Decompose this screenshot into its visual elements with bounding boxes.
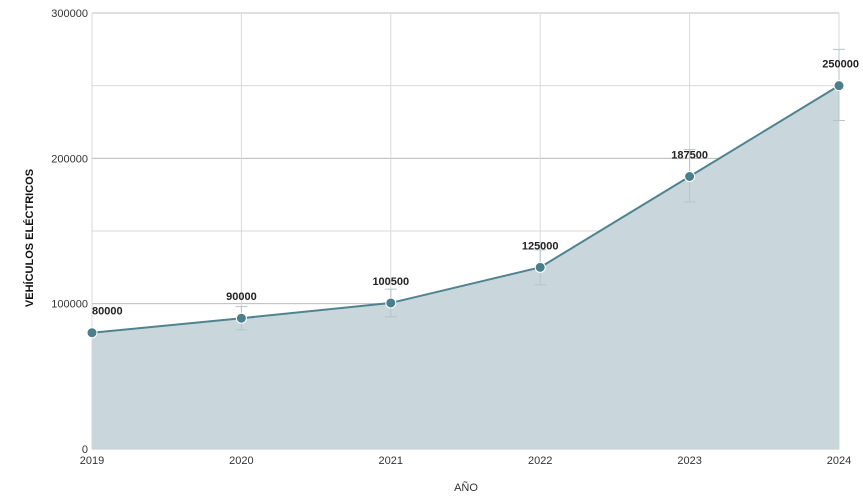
y-tick-label: 200000 (51, 153, 88, 165)
y-tick-label: 0 (82, 444, 88, 456)
data-point (86, 327, 98, 339)
data-point (235, 312, 247, 324)
data-label: 90000 (226, 291, 257, 303)
x-tick-label: 2019 (80, 455, 104, 467)
y-axis-ticks: 0 100000 200000 300000 (51, 8, 88, 456)
area-fill (92, 85, 839, 450)
x-axis-title: AÑO (454, 481, 478, 494)
x-tick-label: 2024 (827, 455, 851, 467)
x-tick-label: 2022 (528, 455, 552, 467)
x-tick-label: 2021 (379, 455, 403, 467)
data-labels: 80000 90000 100500 125000 187500 250000 (92, 59, 859, 318)
data-point (385, 297, 397, 309)
area-layer (91, 84, 840, 450)
data-point (684, 171, 696, 182)
data-label: 125000 (522, 240, 559, 252)
data-point (833, 80, 845, 92)
data-label: 187500 (671, 150, 708, 162)
y-axis-title: VEHÍCULOS ELÉCTRICOS (23, 169, 36, 307)
x-axis-ticks: 2019 2020 2021 2022 2023 2024 (80, 455, 851, 467)
data-label: 100500 (372, 276, 409, 288)
x-tick-label: 2023 (677, 455, 701, 467)
data-label: 250000 (822, 59, 859, 71)
data-label: 80000 (92, 306, 123, 318)
data-points (86, 80, 845, 339)
y-tick-label: 300000 (51, 8, 88, 20)
y-tick-label: 100000 (51, 299, 88, 311)
x-tick-label: 2020 (229, 455, 253, 467)
series-line (91, 84, 840, 334)
data-point (534, 261, 546, 273)
